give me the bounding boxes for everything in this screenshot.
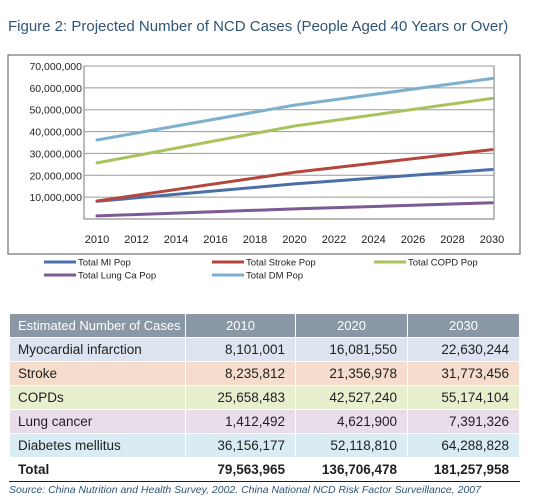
figure-title: Figure 2: Projected Number of NCD Cases … [8, 18, 509, 35]
y-tick-label: 10,000,000 [29, 192, 82, 204]
cell-2020: 42,527,240 [295, 385, 408, 410]
cell-2030: 55,174,104 [407, 385, 520, 410]
cell-2030: 7,391,326 [407, 409, 520, 434]
cases-table: Estimated Number of Cases 2010 2020 2030… [9, 313, 520, 482]
y-tick-label: 30,000,000 [29, 148, 82, 160]
row-label: Lung cancer [9, 409, 186, 434]
row-label: Total [9, 457, 186, 482]
legend: Total MI Pop Total Stroke Pop Total COPD P… [44, 258, 478, 282]
table-header-label: Estimated Number of Cases [9, 313, 186, 338]
x-tick-label: 2028 [440, 234, 464, 246]
cell-2010: 1,412,492 [185, 409, 296, 434]
cell-2010: 36,156,177 [185, 433, 296, 458]
cell-2010: 8,101,001 [185, 337, 296, 362]
series-line-2 [95, 96, 494, 165]
legend-label: Total Stroke Pop [246, 258, 316, 269]
table-header-2020: 2020 [295, 313, 408, 338]
row-label: Myocardial infarction [9, 337, 186, 362]
x-tick-label: 2022 [322, 234, 346, 246]
cell-2020: 52,118,810 [295, 433, 408, 458]
cell-2010: 8,235,812 [185, 361, 296, 386]
cell-2010: 25,658,483 [185, 385, 296, 410]
row-label: COPDs [9, 385, 186, 410]
x-tick-label: 2020 [282, 234, 306, 246]
legend-label: Total Lung Ca Pop [78, 271, 156, 282]
series-layer [95, 77, 494, 218]
x-tick-label: 2018 [243, 234, 267, 246]
line-chart: 10,000,000 20,000,000 30,000,000 40,000,000… [7, 54, 521, 282]
cell-2030: 31,773,456 [407, 361, 520, 386]
y-tick-label: 50,000,000 [29, 105, 82, 117]
cell-2020: 21,356,978 [295, 361, 408, 386]
table-total-row: Total 79,563,965 136,706,478 181,257,958 [9, 457, 520, 482]
x-tick-label: 2026 [401, 234, 425, 246]
series-line-0 [95, 168, 494, 203]
table-row: Stroke 8,235,812 21,356,978 31,773,456 [9, 361, 520, 386]
x-tick-labels: 2010 2012 2014 2016 2018 2020 2022 2024 2026 2028… [85, 234, 504, 246]
x-tick-label: 2010 [85, 234, 109, 246]
x-tick-label: 2024 [361, 234, 385, 246]
table-header-row: Estimated Number of Cases 2010 2020 2030 [9, 313, 520, 338]
row-label: Diabetes mellitus [9, 433, 186, 458]
cell-2020: 16,081,550 [295, 337, 408, 362]
table-row: Myocardial infarction 8,101,001 16,081,5… [9, 337, 520, 362]
source-note: Source: China Nutrition and Health Surve… [9, 484, 481, 496]
legend-label: Total DM Pop [246, 271, 303, 282]
series-line-3 [95, 201, 494, 218]
cell-2020: 4,621,900 [295, 409, 408, 434]
x-tick-label: 2014 [164, 234, 188, 246]
y-tick-label: 60,000,000 [29, 83, 82, 95]
cell-2030: 64,288,828 [407, 433, 520, 458]
table-row: Lung cancer 1,412,492 4,621,900 7,391,32… [9, 409, 520, 434]
table-header-2010: 2010 [185, 313, 296, 338]
series-line-1 [95, 148, 494, 203]
series-line-4 [95, 77, 494, 142]
y-tick-labels: 10,000,000 20,000,000 30,000,000 40,000,000… [29, 61, 82, 204]
table-row: Diabetes mellitus 36,156,177 52,118,810 … [9, 433, 520, 458]
table-header-2030: 2030 [407, 313, 520, 338]
legend-label: Total COPD Pop [408, 258, 478, 269]
cell-2010: 79,563,965 [185, 457, 296, 482]
row-label: Stroke [9, 361, 186, 386]
y-tick-label: 20,000,000 [29, 170, 82, 182]
legend-label: Total MI Pop [78, 258, 131, 269]
y-tick-label: 40,000,000 [29, 127, 82, 139]
cell-2030: 22,630,244 [407, 337, 520, 362]
x-tick-label: 2016 [203, 234, 227, 246]
x-tick-label: 2030 [480, 234, 504, 246]
cell-2030: 181,257,958 [407, 457, 520, 482]
cell-2020: 136,706,478 [295, 457, 408, 482]
x-tick-label: 2012 [124, 234, 148, 246]
table-row: COPDs 25,658,483 42,527,240 55,174,104 [9, 385, 520, 410]
y-tick-label: 70,000,000 [29, 61, 82, 73]
